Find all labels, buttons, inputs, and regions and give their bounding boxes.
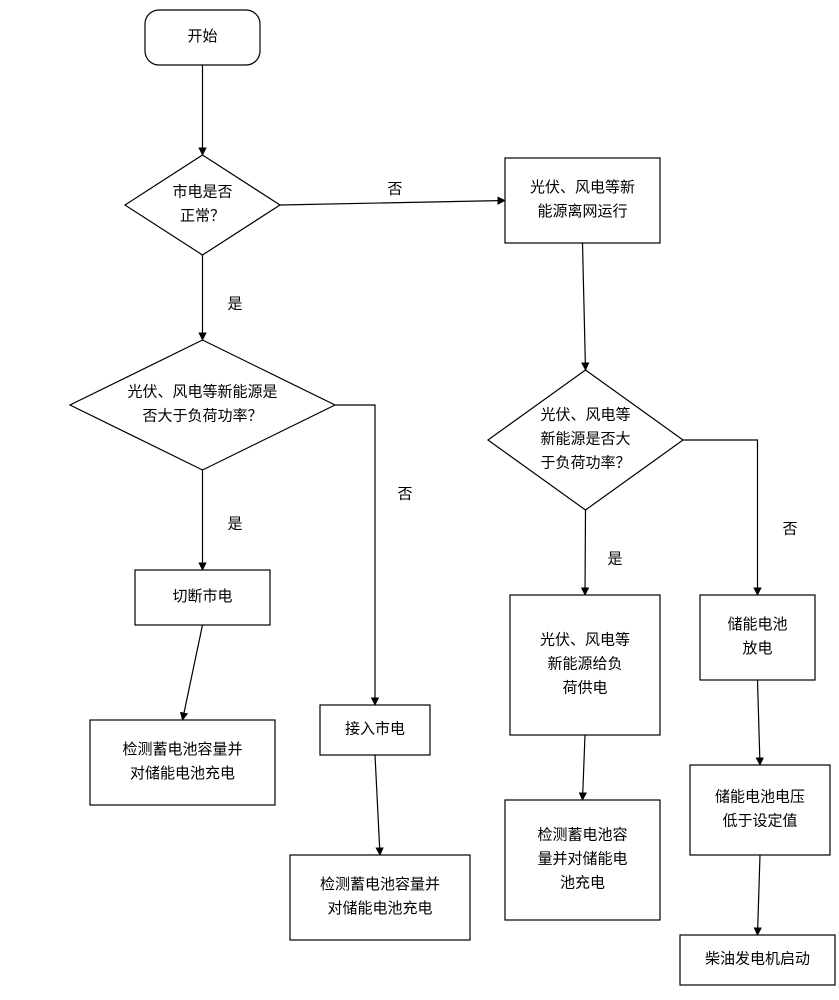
- flow-node-start: 开始: [145, 10, 260, 65]
- flow-node-p_batt1: 检测蓄电池容量并对储能电池充电: [90, 720, 275, 805]
- edge-label: 是: [607, 551, 622, 567]
- node-text-line: 光伏、风电等: [540, 405, 630, 423]
- flow-node-d2: 光伏、风电等新能源是否大于负荷功率？: [70, 340, 335, 470]
- node-text-line: 量并对储能电: [537, 850, 627, 867]
- node-text-line: 储能电池: [727, 616, 787, 633]
- node-text-line: 于负荷功率？: [540, 454, 630, 471]
- node-text-line: 开始: [187, 28, 217, 45]
- node-text-line: 市电是否: [172, 183, 232, 200]
- node-text-line: 能源离网运行: [537, 203, 627, 220]
- flow-node-p_in_grid: 接入市电: [320, 705, 430, 755]
- node-text-line: 对储能电池充电: [327, 900, 432, 917]
- flow-node-p_cutgrid: 切断市电: [135, 570, 270, 625]
- node-text-line: 否大于负荷功率？: [142, 407, 262, 424]
- node-text-line: 新能源是否大: [540, 430, 630, 447]
- node-text-line: 储能电池电压: [715, 788, 805, 805]
- edge-label: 否: [397, 486, 412, 502]
- edge-label: 否: [387, 181, 402, 197]
- flow-node-p_batt3: 检测蓄电池容量并对储能电池充电: [505, 800, 660, 920]
- node-text-line: 检测蓄电池容: [537, 826, 627, 843]
- node-text-line: 检测蓄电池容量并: [122, 741, 242, 758]
- node-text-line: 新能源给负: [547, 655, 622, 672]
- node-text-line: 光伏、风电等新能源是: [127, 382, 277, 400]
- node-text-line: 接入市电: [345, 720, 405, 737]
- node-text-line: 柴油发电机启动: [705, 950, 810, 967]
- flow-node-p_es_dis: 储能电池放电: [700, 595, 815, 680]
- node-text-line: 低于设定值: [722, 812, 797, 829]
- flow-node-p_pv_load: 光伏、风电等新能源给负荷供电: [510, 595, 660, 735]
- flow-node-p_batt2: 检测蓄电池容量并对储能电池充电: [290, 855, 470, 940]
- flow-node-p_low_v: 储能电池电压低于设定值: [690, 765, 830, 855]
- node-text-line: 检测蓄电池容量并: [320, 876, 440, 893]
- flow-node-p1: 光伏、风电等新能源离网运行: [505, 158, 660, 243]
- node-text-line: 荷供电: [562, 679, 607, 696]
- edge-label: 是: [227, 516, 242, 532]
- flow-node-p_diesel: 柴油发电机启动: [680, 935, 835, 985]
- flowchart-canvas: 否是是否是否开始市电是否正常？光伏、风电等新能源离网运行光伏、风电等新能源是否大…: [0, 0, 839, 1000]
- node-text-line: 对储能电池充电: [130, 765, 235, 782]
- node-text-line: 放电: [742, 640, 772, 657]
- node-text-line: 正常？: [180, 207, 225, 224]
- edge-label: 否: [782, 521, 797, 537]
- flow-node-d3: 光伏、风电等新能源是否大于负荷功率？: [488, 370, 683, 510]
- node-text-line: 光伏、风电等新: [530, 178, 635, 196]
- flow-node-d1: 市电是否正常？: [125, 155, 280, 255]
- edge-label: 是: [227, 296, 242, 312]
- node-text-line: 池充电: [560, 874, 605, 891]
- node-text-line: 光伏、风电等: [540, 630, 630, 648]
- node-text-line: 切断市电: [172, 588, 232, 605]
